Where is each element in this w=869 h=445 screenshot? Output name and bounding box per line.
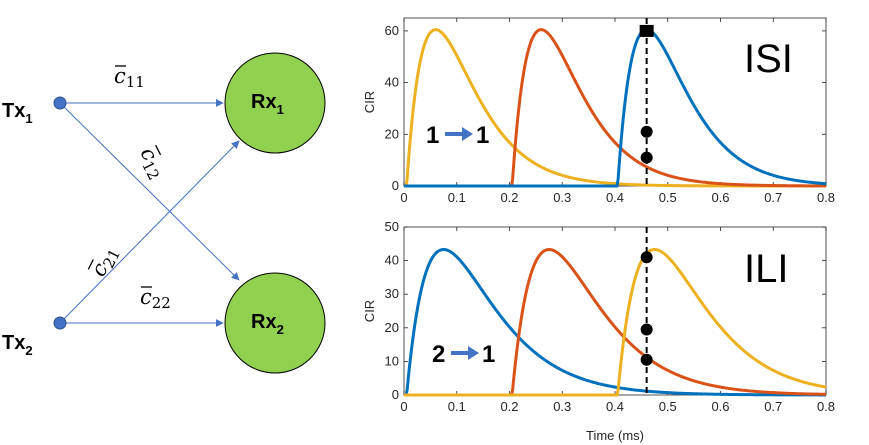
ili-xtick-label: 0.4 <box>606 399 624 414</box>
isi-xtick-label: 0.7 <box>764 190 782 205</box>
rx1-label: Rx1 <box>251 91 284 117</box>
isi-xtick-label: 0.5 <box>659 190 677 205</box>
isi-xtick-label: 0.1 <box>448 190 466 205</box>
isi-xtick-label: 0.8 <box>817 190 835 205</box>
isi-flow-from: 1 <box>426 122 439 149</box>
isi-xtick-label: 0.3 <box>553 190 571 205</box>
rx2-label: Rx2 <box>251 311 284 337</box>
ili-axes-box <box>403 226 827 396</box>
isi-sample-marker <box>640 151 653 164</box>
ili-ylabel: CIR <box>362 300 377 322</box>
ili-ytick-label: 20 <box>385 320 399 335</box>
ili-ytick-label: 50 <box>385 219 399 234</box>
isi-xtick-label: 0.4 <box>606 190 624 205</box>
isi-series-blue <box>403 28 827 188</box>
link-c21 <box>59 140 240 324</box>
rx2-node <box>224 272 326 374</box>
link-c12 <box>59 102 240 281</box>
isi-xtick-label: 0.2 <box>500 190 518 205</box>
ili-xlabel: Time (ms) <box>586 428 644 443</box>
ili-xtick-label: 0.6 <box>711 399 729 414</box>
isi-xtick-label: 0 <box>400 190 407 205</box>
ili-ytick-label: 40 <box>385 253 399 268</box>
tx1-dot <box>53 96 67 110</box>
isi-sample-marker <box>639 24 654 37</box>
ili-xtick-label: 0.3 <box>553 399 571 414</box>
channel-c22-label: c22 <box>140 285 171 312</box>
ili-xtick-label: 0 <box>400 399 407 414</box>
ili-xtick-label: 0.8 <box>817 399 835 414</box>
rx1-node <box>224 52 326 154</box>
isi-ytick-label: 40 <box>385 75 399 90</box>
ili-xtick-label: 0.2 <box>500 399 518 414</box>
ili-xtick-label: 0.5 <box>659 399 677 414</box>
isi-chart: 0 0.1 0.2 0.3 0.4 0.5 0.6 0.7 0.8 0 20 40 60 CIR ISI 1 1 <box>362 17 835 205</box>
isi-flow-arrow-head <box>462 127 473 141</box>
isi-ytick-label: 20 <box>385 126 399 141</box>
ili-sample-marker <box>640 323 653 336</box>
ili-xtick-label: 0.1 <box>448 399 466 414</box>
isi-ytick-label: 0 <box>392 178 399 193</box>
ili-series-yellow <box>403 248 827 397</box>
ili-series-blue <box>403 248 827 397</box>
ili-ytick-label: 30 <box>385 286 399 301</box>
ili-flow-arrow-head <box>468 346 479 360</box>
ili-flow-from: 2 <box>432 341 445 368</box>
isi-xtick-label: 0.6 <box>711 190 729 205</box>
tx2-dot <box>53 316 67 330</box>
isi-ytick-label: 60 <box>385 23 399 38</box>
svg-text:c12: c12 <box>133 143 171 183</box>
network-diagram: Tx1 Tx2 Rx1 Rx2 c11 c12 c21 c22 <box>2 52 326 374</box>
ili-xtick-label: 0.7 <box>764 399 782 414</box>
channel-c11-label: c11 <box>114 64 145 91</box>
tx1-label: Tx1 <box>2 100 33 126</box>
isi-title: ISI <box>744 37 793 81</box>
ili-flow-to: 1 <box>482 341 495 368</box>
isi-ylabel: CIR <box>362 91 377 113</box>
ili-sample-marker <box>640 353 653 366</box>
ili-ytick-label: 10 <box>385 353 399 368</box>
ili-title: ILI <box>744 247 788 291</box>
channel-c21-label: c21 <box>86 246 124 280</box>
tx2-label: Tx2 <box>2 332 33 358</box>
isi-axes-box <box>403 17 827 187</box>
isi-sample-marker <box>640 125 653 138</box>
ili-chart: 0 0.1 0.2 0.3 0.4 0.5 0.6 0.7 0.8 0 10 20 30 40 50 CIR T… <box>362 219 835 443</box>
ili-sample-marker <box>640 251 653 264</box>
ili-ytick-label: 0 <box>392 387 399 402</box>
channel-c12-label: c12 <box>133 143 171 183</box>
isi-flow-to: 1 <box>476 122 489 149</box>
